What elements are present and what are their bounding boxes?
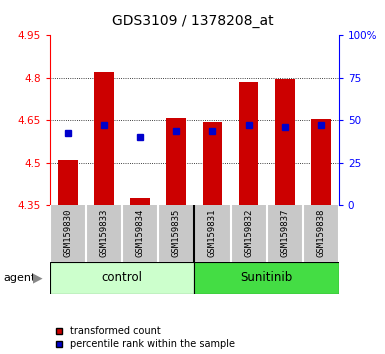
Bar [166,118,186,205]
Text: GSM159830: GSM159830 [64,208,73,257]
Text: GSM159834: GSM159834 [136,208,145,257]
Text: agent: agent [4,273,36,283]
Bar [131,198,150,205]
Bar [94,72,114,205]
Bar [203,122,223,205]
Text: GSM159838: GSM159838 [316,208,325,257]
Legend: transformed count, percentile rank within the sample: transformed count, percentile rank withi… [55,326,236,349]
Bar [239,82,258,205]
Bar [275,79,295,205]
Text: GSM159831: GSM159831 [208,208,217,257]
Text: GDS3109 / 1378208_at: GDS3109 / 1378208_at [112,14,273,28]
Text: ▶: ▶ [33,272,42,284]
Text: control: control [102,272,143,284]
Text: GSM159835: GSM159835 [172,208,181,257]
Bar [50,262,194,294]
Bar [311,119,331,205]
Text: Sunitinib: Sunitinib [241,272,293,284]
Bar [194,262,339,294]
Text: GSM159837: GSM159837 [280,208,289,257]
Text: GSM159833: GSM159833 [100,208,109,257]
Bar [58,160,78,205]
Text: GSM159832: GSM159832 [244,208,253,257]
